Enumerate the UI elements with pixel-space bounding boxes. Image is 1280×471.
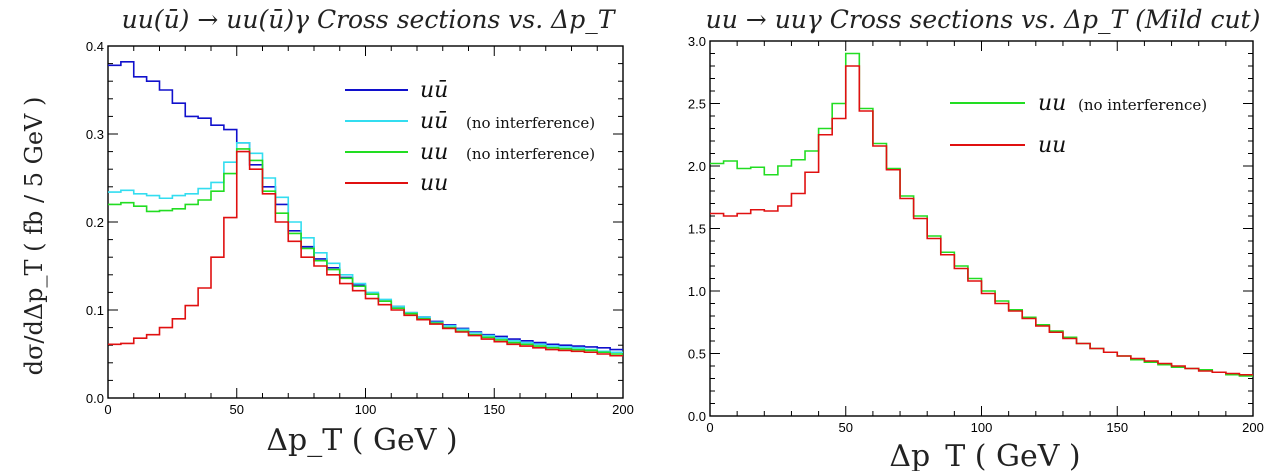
chart-left-plot-frame xyxy=(107,45,624,399)
chart-left-legend-label-2: uu xyxy=(420,140,448,165)
chart-left-legend-label-0: uū xyxy=(420,78,448,103)
chart-right-x-tick-label: 100 xyxy=(971,420,993,435)
chart-left-legend-label-3: uu xyxy=(420,171,448,196)
chart-right-legend-label-0: uu xyxy=(1038,91,1066,116)
chart-left-y-tick-label: 0.4 xyxy=(86,39,104,54)
chart-left-y-tick-label: 0.1 xyxy=(86,303,104,318)
chart-left-legend-note-2: (no interference) xyxy=(466,145,595,163)
chart-left-ticks: 0 50 100 150 200 0.0 0.1 0.2 0.3 0.4 xyxy=(86,39,634,417)
chart-left-x-tick-label: 0 xyxy=(104,402,111,417)
chart-left-x-tick-label: 200 xyxy=(612,402,634,417)
chart-right-y-tick-label: 2.5 xyxy=(688,97,706,112)
chart-left-title: uu(ū) → uu(ū)γ Cross sections vs. Δp_T xyxy=(122,5,617,34)
chart-right-ticks: 0 50 100 150 200 0.0 0.5 1.0 1.5 2.0 2.5 3.0 xyxy=(688,34,1264,435)
chart-left-xlabel: Δp_T ( GeV ) xyxy=(266,423,457,458)
chart-right-x-tick-label: 0 xyxy=(706,420,713,435)
chart-left-x-tick-label: 150 xyxy=(483,402,505,417)
chart-left-legend-label-1: uū xyxy=(420,109,448,134)
chart-right-xlabel: Δp_T ( GeV ) xyxy=(889,439,1080,471)
chart-right-legend: uu (no interference) uu xyxy=(950,91,1207,158)
chart-right: uu → uuγ Cross sections vs. Δp_T (Mild c… xyxy=(688,5,1264,471)
chart-right-legend-label-1: uu xyxy=(1038,133,1066,158)
chart-left-series-3-line xyxy=(108,150,623,357)
chart-right-x-tick-label: 150 xyxy=(1106,420,1128,435)
chart-left-y-tick-label: 0.3 xyxy=(86,127,104,142)
chart-left-y-tick-label: 0.0 xyxy=(86,391,104,406)
chart-left: uu(ū) → uu(ū)γ Cross sections vs. Δp_T 0… xyxy=(20,5,634,458)
chart-right-x-tick-label: 200 xyxy=(1242,420,1264,435)
chart-left-series xyxy=(108,61,623,357)
chart-right-title: uu → uuγ Cross sections vs. Δp_T (Mild c… xyxy=(706,5,1261,34)
chart-right-y-tick-label: 0.5 xyxy=(688,347,706,362)
chart-left-legend-note-1: (no interference) xyxy=(466,114,595,132)
chart-left-y-tick-label: 0.2 xyxy=(86,215,104,230)
chart-right-y-tick-label: 1.5 xyxy=(688,222,706,237)
chart-right-x-tick-label: 50 xyxy=(839,420,853,435)
chart-right-y-tick-label: 3.0 xyxy=(688,34,706,49)
chart-left-x-tick-label: 50 xyxy=(230,402,244,417)
chart-right-y-tick-label: 0.0 xyxy=(688,409,706,424)
chart-left-legend: uū uū (no interference) uu (no interference)… xyxy=(345,78,595,196)
chart-right-legend-note-0: (no interference) xyxy=(1078,96,1207,114)
chart-left-ylabel: dσ/dΔp_T ( fb / 5 GeV ) xyxy=(20,97,48,376)
chart-right-series xyxy=(710,52,1253,377)
chart-right-y-tick-label: 2.0 xyxy=(688,159,706,174)
chart-right-series-1-line xyxy=(710,65,1253,376)
chart-right-y-tick-label: 1.0 xyxy=(688,284,706,299)
chart-left-x-tick-label: 100 xyxy=(355,402,377,417)
